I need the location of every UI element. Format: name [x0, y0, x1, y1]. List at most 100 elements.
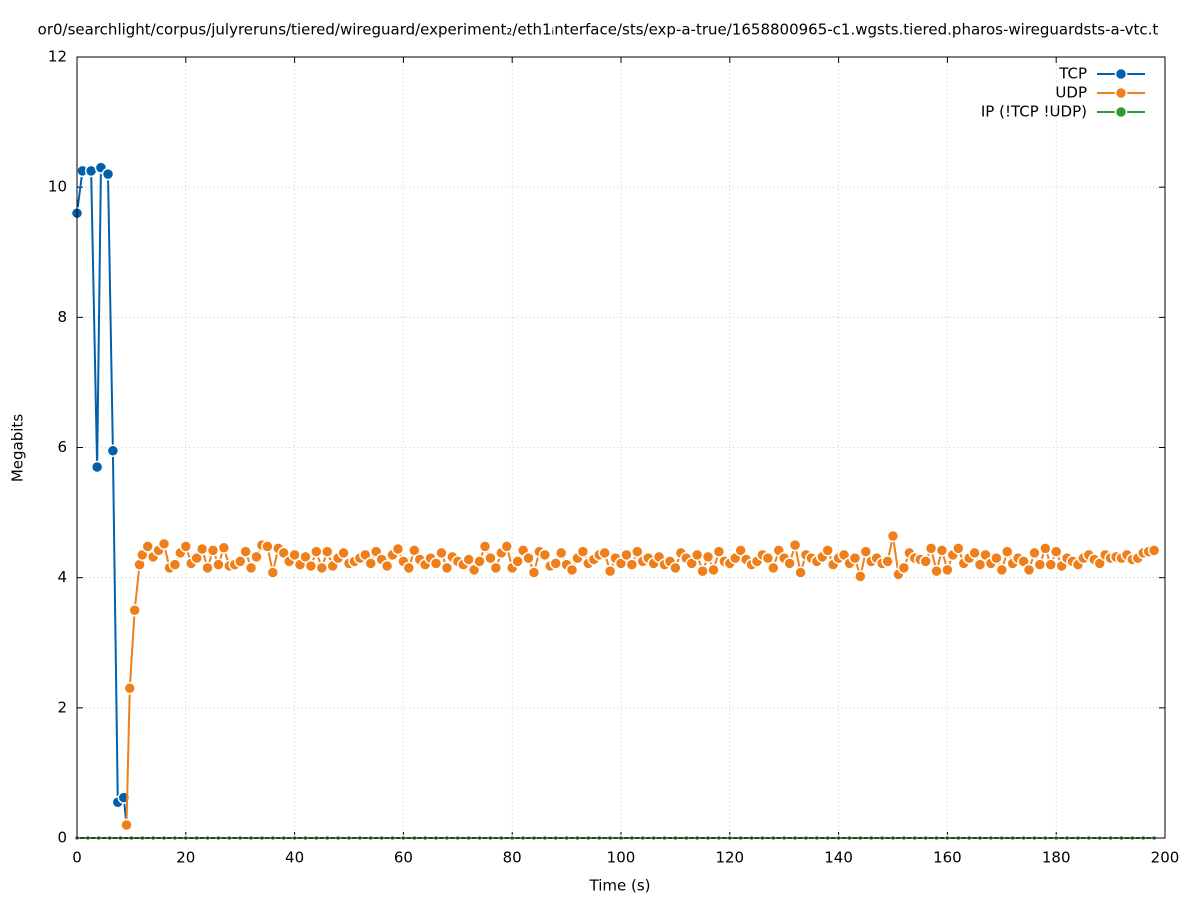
data-point: [924, 542, 938, 555]
data-point: [1039, 542, 1052, 555]
data-point: [794, 566, 807, 579]
legend-marker: [1114, 67, 1128, 81]
data-point: [696, 564, 709, 578]
data-point: [1000, 545, 1014, 558]
data-point: [435, 546, 448, 560]
data-point: [473, 555, 486, 568]
data-point: [484, 551, 497, 565]
plot-area: [70, 161, 1161, 842]
data-point: [101, 167, 115, 181]
data-point: [106, 444, 120, 458]
data-point: [1033, 558, 1047, 571]
data-point: [919, 555, 932, 568]
data-point: [408, 544, 421, 557]
data-point: [761, 551, 775, 565]
data-point: [489, 561, 503, 575]
data-point: [90, 460, 104, 474]
x-tick-label: 40: [285, 849, 304, 867]
data-point: [201, 561, 214, 575]
data-point: [848, 551, 862, 565]
data-point: [364, 557, 378, 570]
x-axis-label: Time (s): [589, 877, 651, 895]
data-point: [669, 561, 682, 575]
data-point: [261, 540, 274, 553]
legend-label: IP (!TCP !UDP): [981, 103, 1087, 121]
data-point: [190, 551, 203, 565]
data-point: [337, 546, 350, 560]
data-point: [478, 540, 492, 553]
data-point: [266, 566, 280, 579]
legend-marker: [1114, 86, 1128, 100]
data-point: [179, 540, 193, 553]
data-point: [690, 548, 704, 562]
chart-title: or0/searchlight/corpus/julyreruns/tiered…: [38, 21, 1159, 39]
data-point: [707, 563, 720, 577]
data-point: [549, 557, 562, 570]
data-point: [429, 557, 443, 570]
y-tick-label: 0: [57, 829, 67, 847]
data-point: [930, 564, 943, 578]
data-point: [603, 564, 617, 578]
data-point: [1028, 546, 1041, 560]
x-tick-label: 140: [824, 849, 853, 867]
data-point: [881, 555, 894, 568]
data-point: [554, 546, 568, 560]
x-tick-label: 180: [1042, 849, 1071, 867]
data-point: [1022, 563, 1036, 577]
data-point: [123, 682, 137, 695]
data-point: [128, 603, 141, 617]
legend-label: TCP: [1058, 65, 1087, 83]
data-point: [141, 540, 154, 553]
y-tick-label: 2: [57, 698, 67, 716]
data-point: [315, 561, 329, 575]
data-point: [120, 818, 133, 832]
data-point: [239, 545, 252, 558]
data-point: [1044, 558, 1058, 571]
data-point: [462, 553, 475, 566]
data-point: [233, 555, 247, 568]
x-tick-label: 100: [607, 849, 636, 867]
y-tick-label: 12: [48, 48, 67, 66]
data-point: [783, 557, 796, 570]
data-point: [565, 563, 579, 577]
data-point: [788, 538, 802, 552]
data-point: [217, 541, 231, 554]
data-point: [168, 558, 182, 571]
data-point: [631, 545, 644, 558]
data-point: [941, 563, 954, 577]
data-point: [990, 551, 1003, 565]
data-point: [244, 561, 258, 575]
data-point: [854, 570, 867, 583]
data-point: [620, 548, 633, 562]
x-tick-label: 160: [933, 849, 962, 867]
series-line: [125, 535, 1155, 826]
legend-marker: [1114, 105, 1128, 119]
data-point: [320, 545, 334, 558]
plot-frame: [76, 56, 1166, 839]
legend-label: UDP: [1055, 84, 1087, 102]
data-point: [310, 545, 323, 558]
y-tick-label: 4: [57, 568, 67, 586]
data-point: [968, 546, 981, 560]
y-tick-label: 10: [48, 178, 67, 196]
y-tick-label: 8: [57, 308, 67, 326]
x-tick-label: 80: [503, 849, 522, 867]
x-tick-label: 20: [176, 849, 195, 867]
data-point: [250, 550, 263, 564]
data-point: [821, 544, 834, 557]
data-point: [500, 540, 514, 553]
data-point: [402, 561, 416, 575]
data-point: [206, 544, 220, 557]
data-point: [859, 545, 873, 558]
data-point: [712, 545, 726, 558]
data-point: [935, 544, 949, 557]
data-point: [1147, 544, 1161, 557]
data-point: [391, 542, 405, 556]
data-point: [212, 558, 225, 571]
data-point: [995, 563, 1009, 577]
data-point: [886, 529, 900, 543]
data-point: [897, 561, 911, 575]
data-point: [157, 537, 171, 551]
